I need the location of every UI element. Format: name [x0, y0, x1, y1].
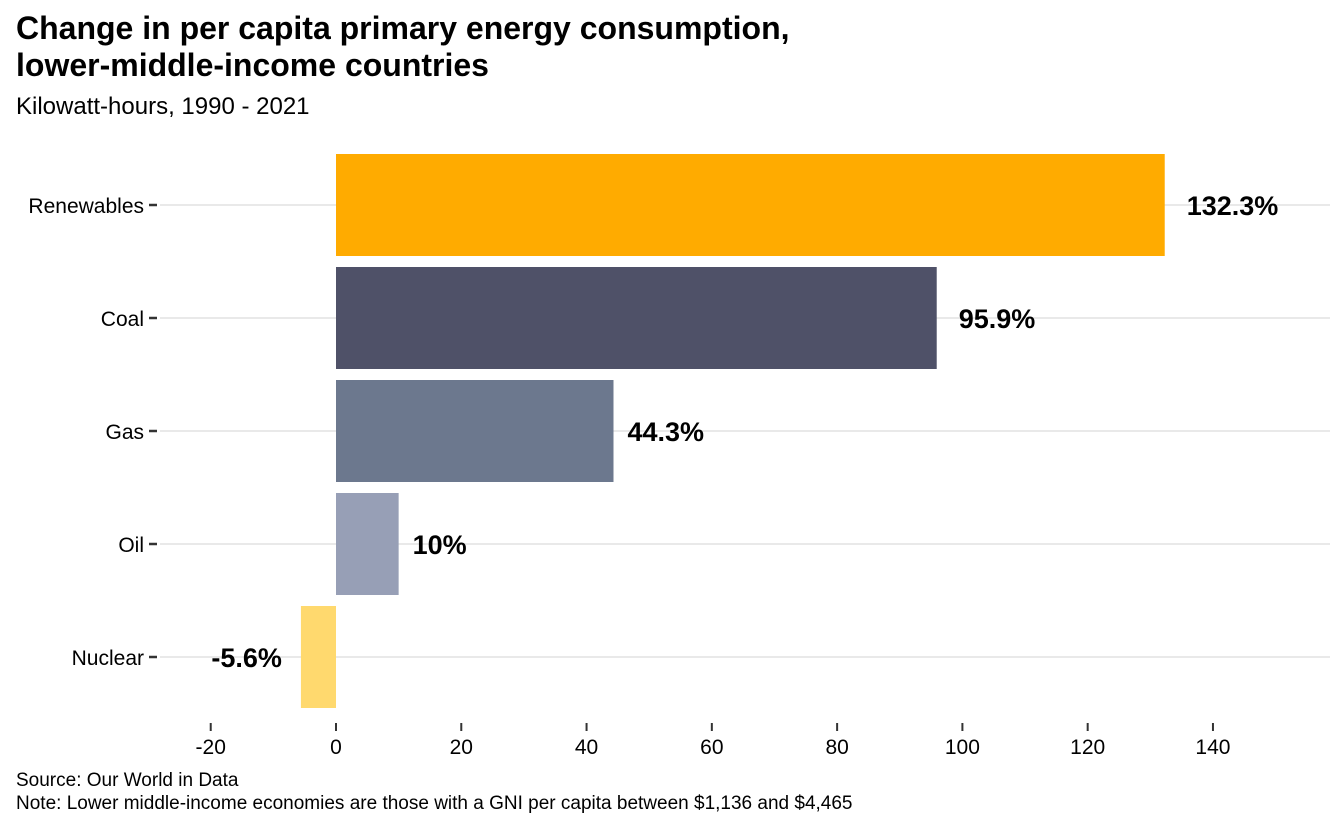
bar-gas — [336, 380, 614, 482]
value-label: 10% — [413, 530, 467, 560]
x-tick-label: 0 — [330, 736, 342, 759]
chart-subtitle: Kilowatt-hours, 1990 - 2021 — [16, 93, 310, 120]
bar-renewables — [336, 154, 1165, 256]
y-tick-label: Renewables — [28, 195, 144, 218]
chart-title: Change in per capita primary energy cons… — [16, 10, 1016, 84]
value-labels: 132.3% 95.9% 44.3% 10% -5.6% — [211, 191, 1278, 673]
bar-nuclear — [300, 606, 336, 708]
bar-oil — [336, 493, 399, 595]
value-label: 95.9% — [959, 304, 1036, 334]
y-tick-label: Nuclear — [72, 647, 144, 670]
y-tick-label: Oil — [118, 534, 144, 557]
x-tick-label: -20 — [196, 736, 226, 759]
bars — [300, 154, 1165, 708]
value-label: 44.3% — [627, 417, 704, 447]
x-tick-label: 60 — [700, 736, 723, 759]
value-label: 132.3% — [1187, 191, 1279, 221]
source-caption: Source: Our World in Data — [16, 770, 239, 791]
x-tick-label: 80 — [825, 736, 848, 759]
bar-coal — [336, 267, 937, 369]
y-tick-label: Gas — [105, 421, 144, 444]
x-axis: -20 0 20 40 60 80 100 120 140 — [196, 723, 1230, 759]
x-tick-label: 20 — [450, 736, 473, 759]
value-label: -5.6% — [211, 643, 282, 673]
x-tick-label: 120 — [1070, 736, 1105, 759]
y-tick-label: Coal — [101, 308, 144, 331]
y-axis: Renewables Coal Gas Oil Nuclear — [28, 195, 157, 670]
chart-title-line-2: lower-middle-income countries — [16, 47, 489, 83]
x-tick-label: 140 — [1195, 736, 1230, 759]
x-tick-label: 40 — [575, 736, 598, 759]
x-tick-label: 100 — [945, 736, 980, 759]
chart-title-line-1: Change in per capita primary energy cons… — [16, 10, 790, 46]
note-caption: Note: Lower middle-income economies are … — [16, 793, 853, 814]
